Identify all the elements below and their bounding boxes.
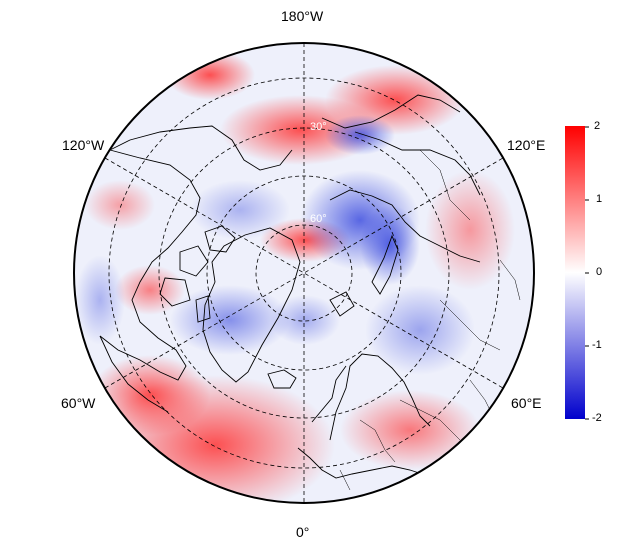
cool-anomaly-chukotka bbox=[325, 115, 395, 155]
colorbar-label-0: 0 bbox=[596, 266, 603, 278]
colorbar-ticks bbox=[585, 126, 589, 420]
warm-anomaly-europe bbox=[340, 390, 480, 470]
cool-anomaly-beaufort bbox=[190, 180, 290, 240]
longitude-label-60e: 60°E bbox=[511, 395, 542, 411]
country-borders bbox=[339, 149, 521, 491]
colorbar-label-minus-1: -1 bbox=[592, 339, 602, 351]
coastlines bbox=[99, 94, 481, 479]
latitude-label-60: 60° bbox=[310, 213, 327, 225]
map-boundary bbox=[73, 42, 535, 504]
warm-anomaly-alaska bbox=[85, 180, 155, 230]
longitude-label-120e: 120°E bbox=[507, 137, 546, 153]
colorbar-label-1: 1 bbox=[596, 193, 603, 205]
cool-anomaly-scandinavia bbox=[365, 285, 475, 375]
cool-anomaly-hudson bbox=[75, 255, 125, 345]
colorbar-label-2: 2 bbox=[594, 120, 601, 132]
warm-anomaly-north-pacific bbox=[165, 50, 255, 100]
longitude-label-120w: 120°W bbox=[62, 137, 105, 153]
colorbar-label-minus-2: -2 bbox=[592, 412, 602, 424]
cool-anomaly-greenland bbox=[170, 285, 290, 355]
latitude-circle-45 bbox=[158, 127, 450, 419]
cool-anomaly-barents bbox=[360, 205, 420, 285]
warm-anomaly-siberia bbox=[425, 170, 515, 290]
graticule bbox=[104, 43, 504, 503]
anomaly-field bbox=[74, 43, 534, 503]
colorbar bbox=[565, 126, 585, 419]
longitude-label-60w: 60°W bbox=[61, 395, 96, 411]
longitude-label-180w: 180°W bbox=[281, 8, 324, 24]
longitude-label-0: 0° bbox=[296, 524, 310, 540]
latitude-label-30: 30° bbox=[310, 121, 327, 133]
cool-anomaly-iceland bbox=[270, 295, 340, 345]
